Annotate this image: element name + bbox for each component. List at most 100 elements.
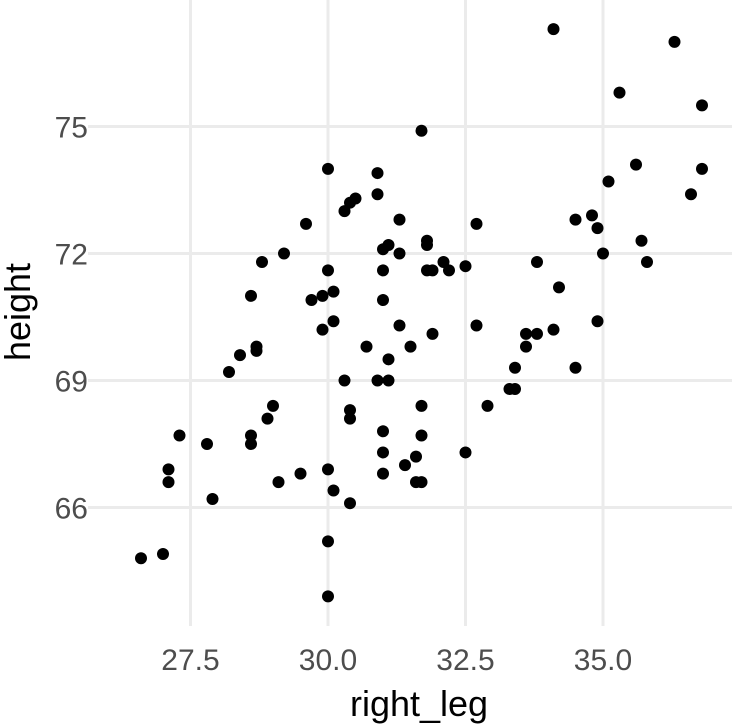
data-point bbox=[404, 340, 417, 353]
data-point bbox=[696, 99, 708, 112]
data-point bbox=[393, 247, 406, 260]
data-point bbox=[344, 404, 356, 417]
x-tick-label: 30.0 bbox=[299, 644, 357, 677]
data-point bbox=[278, 247, 290, 260]
data-point bbox=[305, 294, 318, 307]
data-point bbox=[322, 162, 334, 175]
data-point bbox=[377, 425, 389, 438]
data-point bbox=[443, 264, 455, 277]
data-point bbox=[327, 315, 340, 328]
data-point bbox=[371, 188, 384, 201]
data-point bbox=[635, 234, 648, 247]
data-point bbox=[256, 255, 268, 268]
data-point bbox=[162, 463, 175, 476]
data-point bbox=[591, 222, 604, 235]
x-tick-label: 32.5 bbox=[436, 644, 494, 677]
data-point bbox=[322, 264, 334, 277]
data-point bbox=[415, 476, 428, 489]
data-point bbox=[322, 535, 334, 548]
data-point bbox=[421, 239, 433, 252]
data-point bbox=[245, 429, 257, 442]
data-point bbox=[459, 260, 472, 273]
data-point bbox=[382, 374, 395, 387]
data-point bbox=[377, 264, 389, 277]
data-point bbox=[316, 323, 329, 336]
data-point bbox=[294, 467, 307, 480]
data-point bbox=[641, 255, 653, 268]
data-point bbox=[668, 35, 681, 48]
data-point bbox=[377, 446, 389, 459]
data-point bbox=[531, 327, 543, 340]
data-point bbox=[360, 340, 373, 353]
x-tick-labels: 27.5 30.0 32.5 35.0 bbox=[161, 644, 632, 677]
data-point bbox=[300, 217, 312, 230]
data-point bbox=[173, 429, 186, 442]
data-point bbox=[602, 175, 615, 188]
data-point bbox=[459, 446, 472, 459]
y-axis-title: height bbox=[0, 263, 38, 361]
data-point bbox=[531, 255, 543, 268]
data-point bbox=[426, 327, 439, 340]
data-point bbox=[245, 289, 257, 302]
y-tick-label: 72 bbox=[55, 238, 88, 271]
data-point bbox=[547, 323, 560, 336]
data-point bbox=[591, 315, 604, 328]
data-point bbox=[509, 361, 521, 374]
data-point bbox=[338, 205, 351, 218]
data-point bbox=[162, 476, 175, 489]
data-point bbox=[569, 361, 582, 374]
data-point bbox=[344, 412, 356, 425]
data-point bbox=[272, 476, 285, 489]
data-points bbox=[135, 23, 708, 603]
grid-lines bbox=[88, 0, 732, 626]
data-point bbox=[470, 319, 483, 332]
data-point bbox=[520, 340, 532, 353]
data-point bbox=[426, 264, 439, 277]
data-point bbox=[250, 344, 263, 357]
data-point bbox=[470, 217, 483, 230]
data-point bbox=[696, 162, 708, 175]
data-point bbox=[597, 247, 609, 260]
data-point bbox=[234, 349, 246, 362]
data-point bbox=[509, 382, 521, 395]
y-tick-label: 69 bbox=[55, 365, 88, 398]
y-tick-labels: 66 69 72 75 bbox=[55, 112, 88, 526]
x-tick-label: 27.5 bbox=[161, 644, 219, 677]
data-point bbox=[399, 459, 411, 472]
data-point bbox=[382, 353, 395, 366]
data-point bbox=[316, 289, 329, 302]
data-point bbox=[685, 188, 697, 201]
data-point bbox=[344, 497, 356, 510]
data-point bbox=[520, 327, 532, 340]
data-point bbox=[135, 552, 147, 565]
data-point bbox=[322, 463, 334, 476]
data-point bbox=[382, 239, 395, 252]
data-point bbox=[327, 285, 340, 298]
data-point bbox=[371, 167, 384, 180]
y-tick-label: 66 bbox=[55, 492, 88, 525]
data-point bbox=[201, 437, 213, 450]
x-axis-title: right_leg bbox=[350, 683, 488, 724]
data-point bbox=[377, 294, 389, 307]
data-point bbox=[547, 23, 560, 36]
data-point bbox=[223, 366, 235, 379]
data-point bbox=[327, 484, 340, 497]
data-point bbox=[261, 412, 274, 425]
data-point bbox=[157, 548, 169, 561]
data-point bbox=[437, 255, 450, 268]
data-point bbox=[630, 158, 642, 171]
data-point bbox=[415, 399, 428, 412]
data-point bbox=[410, 450, 422, 463]
data-point bbox=[377, 467, 389, 480]
data-point bbox=[586, 209, 598, 222]
x-tick-label: 35.0 bbox=[574, 644, 632, 677]
data-point bbox=[267, 399, 279, 412]
data-point bbox=[415, 124, 428, 137]
data-point bbox=[393, 319, 406, 332]
data-point bbox=[481, 399, 494, 412]
data-point bbox=[322, 590, 334, 603]
data-point bbox=[415, 429, 428, 442]
data-point bbox=[393, 213, 406, 226]
data-point bbox=[338, 374, 351, 387]
